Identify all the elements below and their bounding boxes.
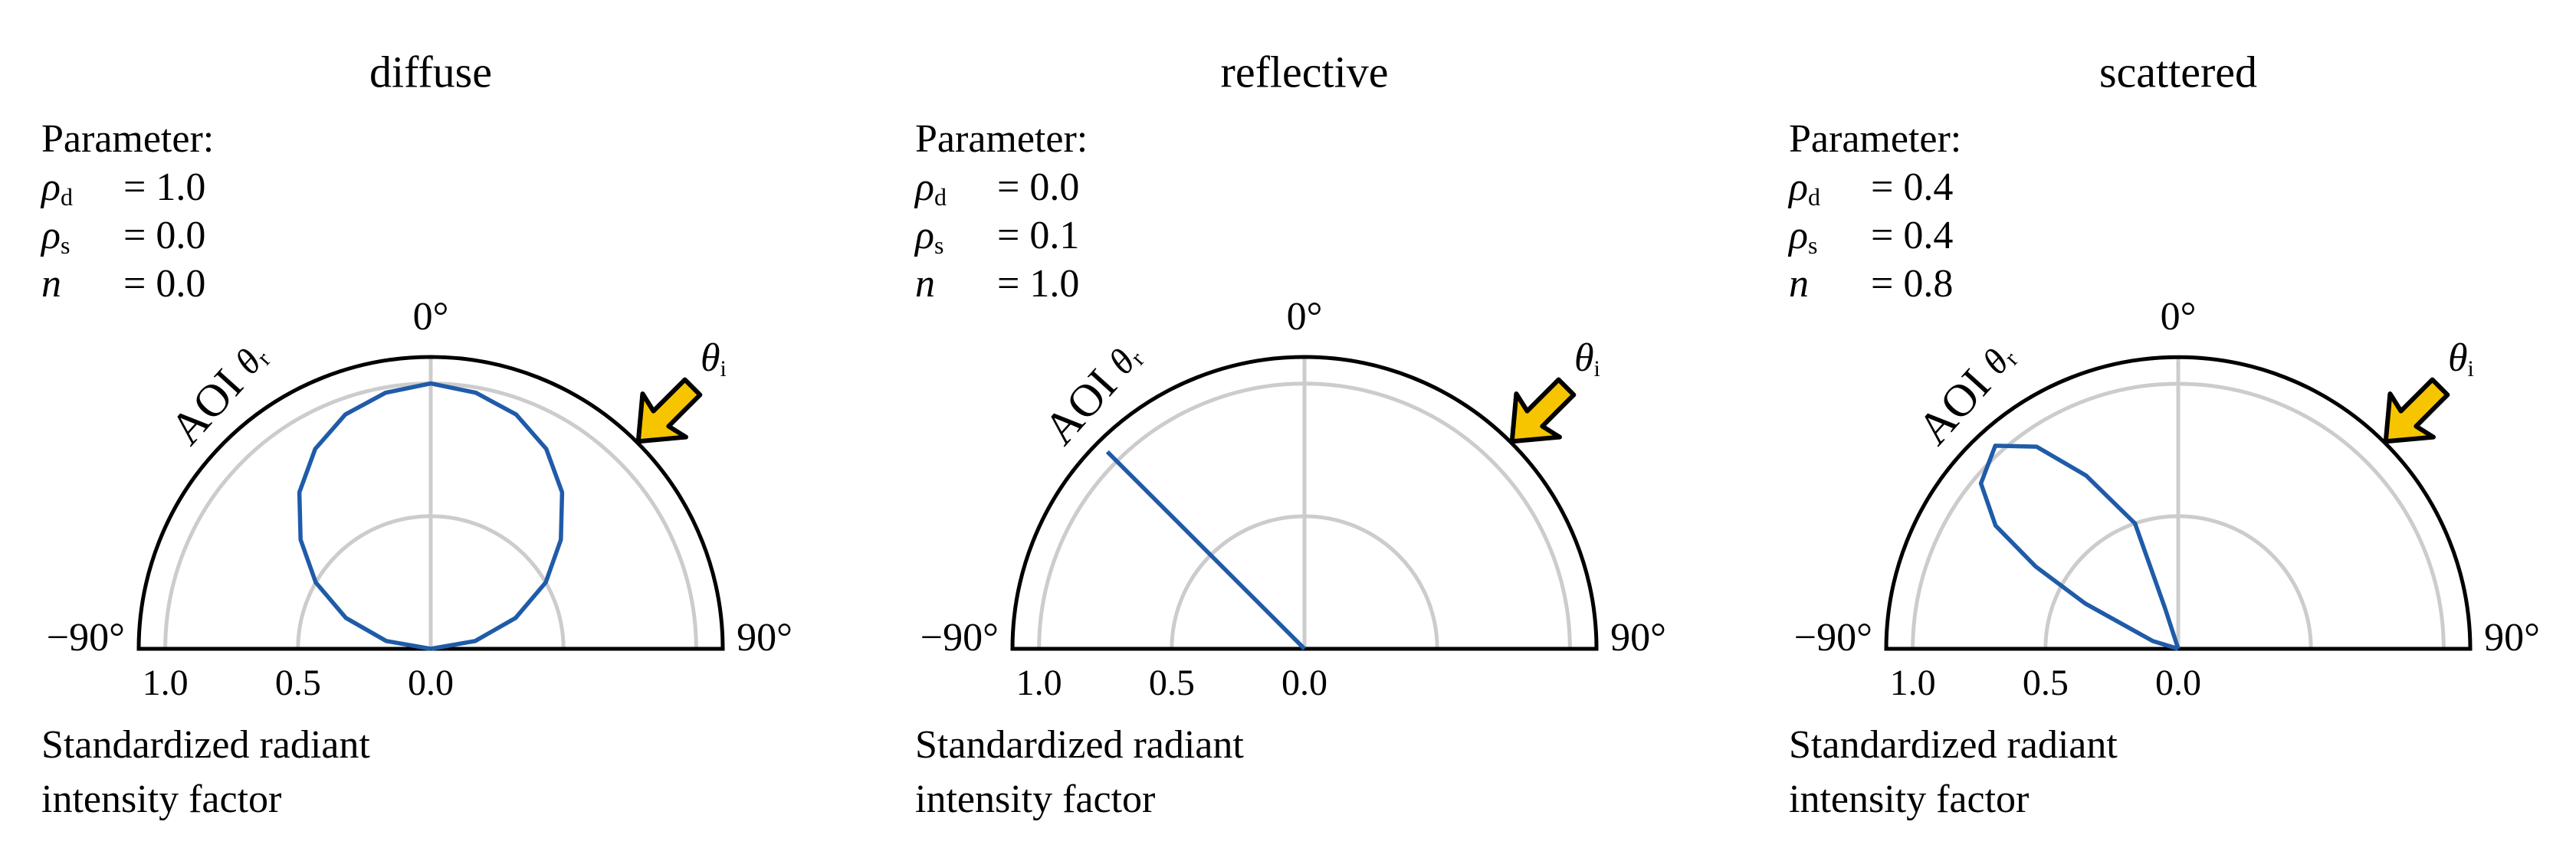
angle-tick-label: 90° [737, 616, 792, 660]
subscript: i [720, 356, 727, 381]
symbol: ρ [1787, 214, 1808, 257]
radial-tick-label: 1.0 [143, 663, 189, 703]
angle-tick-label: −90° [47, 616, 125, 660]
angle-tick-label: −90° [1794, 616, 1872, 660]
parameter-value: = 1.0 [997, 262, 1079, 306]
axis-frame [136, 355, 725, 651]
symbol: θ [2448, 336, 2468, 380]
incidence-arrow [2383, 377, 2450, 444]
radial-axis-label: intensity factor [915, 778, 1155, 821]
symbol: ρ [914, 165, 934, 209]
parameter-value: = 0.4 [1871, 165, 1953, 209]
parameter-symbol: ρs [40, 214, 70, 259]
angle-tick-label: 90° [2484, 616, 2540, 660]
subscript: s [61, 231, 70, 259]
chart-title: scattered [2099, 47, 2257, 97]
parameter-heading: Parameter: [1789, 117, 1961, 161]
radial-tick-label: 0.0 [1281, 663, 1327, 703]
angle-tick-label: −90° [920, 616, 999, 660]
parameter-heading: Parameter: [41, 117, 214, 161]
symbol: ρ [914, 214, 934, 257]
angle-tick-label: 0° [1287, 295, 1323, 339]
chart-title: reflective [1221, 47, 1389, 97]
radial-tick-label: 1.0 [1890, 663, 1936, 703]
angle-tick-label: 0° [413, 295, 449, 339]
parameter-symbol: n [1789, 262, 1809, 306]
symbol: θ [701, 336, 720, 380]
incidence-label: θi [701, 336, 727, 381]
chart-title: diffuse [369, 47, 492, 97]
radial-tick-label: 0.0 [408, 663, 454, 703]
axis-frame [1884, 355, 2473, 651]
angle-tick-label: 90° [1610, 616, 1666, 660]
symbol: ρ [1787, 165, 1808, 209]
axis-frame [1010, 355, 1599, 651]
subscript: s [934, 231, 943, 259]
radial-tick-label: 0.0 [2155, 663, 2201, 703]
radial-axis-label: Standardized radiant [41, 723, 370, 767]
angle-axis-label: AOI θr [1908, 332, 2025, 454]
parameter-value: = 0.0 [997, 165, 1079, 209]
radial-axis-label: Standardized radiant [915, 723, 1244, 767]
incidence-label: θi [1574, 336, 1600, 381]
parameter-symbol: n [41, 262, 61, 306]
parameter-value: = 0.0 [123, 214, 205, 257]
symbol: ρ [40, 214, 61, 257]
angle-tick-label: 0° [2161, 295, 2197, 339]
subscript: i [2468, 356, 2474, 381]
angle-axis-label: AOI θr [1034, 332, 1151, 454]
radial-axis-label: intensity factor [41, 778, 281, 821]
intensity-curve [1978, 444, 2181, 651]
subscript: d [1808, 183, 1820, 211]
parameter-value: = 0.8 [1871, 262, 1953, 306]
parameter-symbol: ρs [914, 214, 943, 259]
incidence-label: θi [2448, 336, 2474, 381]
symbol: n [1789, 262, 1809, 306]
parameter-symbol: ρd [40, 165, 73, 211]
subscript: s [1808, 231, 1817, 259]
parameter-value: = 0.1 [997, 214, 1079, 257]
parameter-value: = 0.0 [123, 262, 205, 306]
incidence-arrow [1509, 377, 1577, 444]
subscript: d [934, 183, 947, 211]
radial-tick-label: 0.5 [2023, 663, 2069, 703]
parameter-value: = 0.4 [1871, 214, 1953, 257]
parameter-symbol: n [915, 262, 935, 306]
subscript: i [1594, 356, 1600, 381]
intensity-curve [1105, 450, 1306, 650]
radial-axis-label: intensity factor [1789, 778, 2029, 821]
incidence-arrow [635, 377, 703, 444]
subscript: d [61, 183, 73, 211]
radial-tick-label: 1.0 [1016, 663, 1062, 703]
radial-tick-label: 0.5 [1149, 663, 1195, 703]
parameter-symbol: ρd [914, 165, 947, 211]
symbol: θ [1574, 336, 1594, 380]
radial-axis-label: Standardized radiant [1789, 723, 2118, 767]
parameter-symbol: ρs [1787, 214, 1817, 259]
symbol: ρ [40, 165, 61, 209]
parameter-symbol: ρd [1787, 165, 1820, 211]
radial-tick-label: 0.5 [275, 663, 321, 703]
parameter-value: = 1.0 [123, 165, 205, 209]
symbol: n [41, 262, 61, 306]
symbol: n [915, 262, 935, 306]
intensity-curve [297, 381, 565, 651]
parameter-heading: Parameter: [915, 117, 1088, 161]
angle-axis-label: AOI θr [160, 332, 277, 454]
